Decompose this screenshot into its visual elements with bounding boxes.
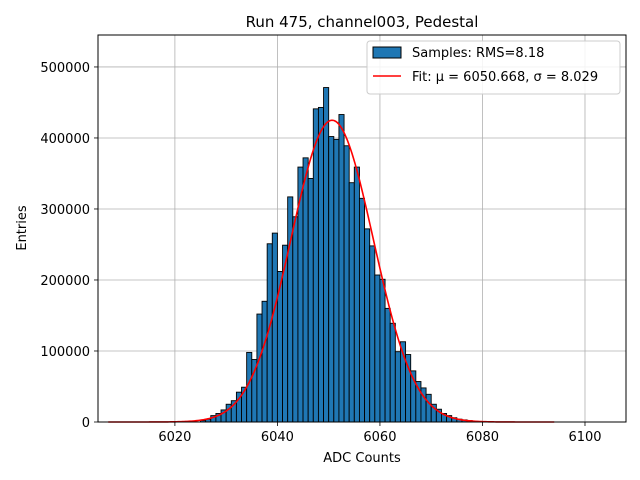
histogram-bar: [302, 157, 309, 423]
legend-label-fit: Fit: μ = 6050.668, σ = 8.029: [412, 70, 598, 85]
chart-title: Run 475, channel003, Pedestal: [246, 13, 479, 31]
y-tick-label: 200000: [40, 274, 90, 289]
histogram-bar: [389, 322, 396, 423]
histogram-bar: [307, 177, 314, 423]
histogram-bar: [261, 300, 268, 423]
histogram-bar: [323, 87, 330, 423]
histogram-bar: [369, 245, 376, 423]
histogram-bar: [374, 274, 381, 423]
x-tick-label: 6020: [158, 430, 191, 445]
x-axis-ticks: 6020 6040 6060 6080 6100: [158, 422, 602, 445]
y-tick-label: 400000: [40, 132, 90, 147]
histogram-bar: [312, 108, 319, 423]
histogram-bar: [379, 278, 386, 423]
y-tick-label: 300000: [40, 203, 90, 218]
x-tick-label: 6040: [261, 430, 294, 445]
x-axis-label: ADC Counts: [323, 451, 401, 466]
histogram-bar: [425, 393, 432, 423]
histogram-bar: [343, 145, 350, 423]
legend-box: [366, 40, 621, 95]
histogram-bar: [338, 114, 345, 423]
plot-frame: [97, 34, 627, 423]
histogram-bar: [317, 106, 325, 423]
x-tick-label: 6100: [568, 430, 601, 445]
legend: Samples: RMS=8.18 Fit: μ = 6050.668, σ =…: [366, 40, 621, 95]
histogram-bar: [358, 197, 366, 423]
y-tick-label: 100000: [40, 345, 90, 360]
y-axis-ticks: 0 100000 200000 300000 400000 500000: [40, 61, 98, 431]
histogram-bar: [348, 182, 355, 423]
histogram-bar: [384, 307, 391, 423]
histogram-bar: [333, 138, 340, 423]
x-tick-label: 6080: [466, 430, 499, 445]
legend-swatch-samples: [372, 46, 402, 59]
y-tick-label: 0: [82, 416, 90, 431]
y-axis-label: Entries: [15, 205, 30, 251]
x-tick-label: 6060: [363, 430, 396, 445]
histogram-bar: [292, 216, 299, 423]
histogram-bar: [271, 232, 278, 423]
histogram-bar: [353, 166, 360, 423]
y-tick-label: 500000: [40, 61, 90, 76]
histogram-bar: [328, 136, 335, 423]
histogram-bar: [364, 228, 371, 423]
legend-label-samples: Samples: RMS=8.18: [412, 46, 544, 61]
histogram-bar: [256, 313, 263, 423]
histogram-bar: [394, 351, 401, 423]
